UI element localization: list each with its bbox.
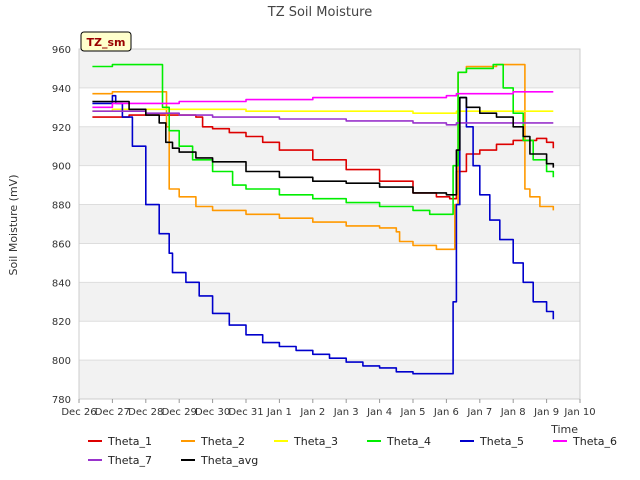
x-tick-label: Dec 26 bbox=[61, 407, 96, 418]
series-line-theta_3 bbox=[92, 108, 554, 114]
x-tick-label: Jan 3 bbox=[333, 407, 359, 418]
x-tick-label: Jan 1 bbox=[266, 407, 292, 418]
chart-title: TZ Soil Moisture bbox=[267, 5, 373, 20]
x-tick-label: Jan 9 bbox=[533, 407, 559, 418]
series-line-theta_1 bbox=[92, 114, 555, 200]
y-tick-label: 900 bbox=[52, 162, 71, 173]
series-layer bbox=[92, 63, 555, 375]
x-tick-label: Dec 28 bbox=[128, 407, 163, 418]
legend-label: Theta_7 bbox=[107, 454, 152, 467]
station-badge: TZ_sm bbox=[80, 31, 132, 52]
x-tick-label: Jan 8 bbox=[500, 407, 526, 418]
x-axis-label: Time bbox=[550, 423, 578, 436]
y-tick-label: 880 bbox=[52, 201, 71, 212]
series-line-theta_7 bbox=[92, 110, 554, 126]
y-tick-label: 780 bbox=[52, 395, 71, 406]
series-line-theta_avg bbox=[92, 96, 555, 196]
x-tick-label: Dec 27 bbox=[95, 407, 130, 418]
background-band bbox=[79, 49, 580, 88]
plot-frame bbox=[78, 48, 581, 400]
background-band bbox=[79, 282, 580, 322]
y-axis-label: Soil Moisture (mV) bbox=[7, 175, 20, 276]
legend-label: Theta_5 bbox=[479, 435, 524, 448]
x-tick-label: Jan 10 bbox=[563, 407, 595, 418]
legend-label: Theta_avg bbox=[200, 454, 258, 467]
series-line-theta_4 bbox=[92, 63, 555, 216]
legend-label: Theta_1 bbox=[107, 435, 152, 448]
x-tick-label: Jan 6 bbox=[433, 407, 459, 418]
legend-label: Theta_6 bbox=[572, 435, 617, 448]
y-tick-label: 940 bbox=[52, 84, 71, 95]
y-tick-label: 800 bbox=[52, 356, 71, 367]
station-badge-box bbox=[80, 31, 132, 52]
x-tick-label: Dec 29 bbox=[162, 407, 197, 418]
x-tick-label: Dec 30 bbox=[195, 407, 230, 418]
y-tick-label: 960 bbox=[52, 45, 71, 56]
x-tick-label: Jan 2 bbox=[299, 407, 325, 418]
x-tick-label: Jan 7 bbox=[466, 407, 492, 418]
legend-label: Theta_2 bbox=[200, 435, 245, 448]
series-line-theta_6 bbox=[92, 91, 554, 109]
background-band bbox=[79, 204, 580, 244]
y-tick-label: 920 bbox=[52, 123, 71, 134]
y-axis-ticks: 780 800 820 840 860 880 900 920 940 960 bbox=[52, 45, 71, 406]
background-band bbox=[79, 360, 580, 399]
y-tick-label: 820 bbox=[52, 317, 71, 328]
legend: Theta_1 Theta_2 Theta_3 Theta_4 Theta_5 Theta… bbox=[88, 435, 617, 467]
y-tick-label: 860 bbox=[52, 239, 71, 250]
x-tick-label: Jan 5 bbox=[400, 407, 426, 418]
series-line-theta_2 bbox=[92, 63, 555, 251]
x-tick-label: Dec 31 bbox=[228, 407, 263, 418]
legend-label: Theta_4 bbox=[386, 435, 431, 448]
legend-label: Theta_3 bbox=[293, 435, 338, 448]
y-tick-label: 840 bbox=[52, 278, 71, 289]
station-badge-text: TZ_sm bbox=[87, 36, 126, 49]
x-tick-label: Jan 4 bbox=[366, 407, 392, 418]
plot-background-bands bbox=[79, 49, 580, 399]
series-line-theta_5 bbox=[92, 94, 555, 375]
